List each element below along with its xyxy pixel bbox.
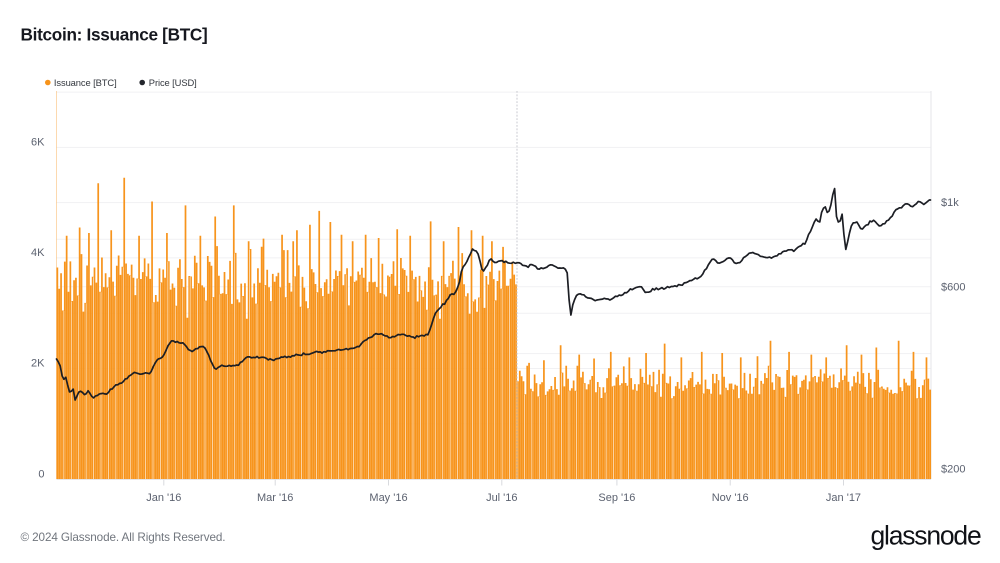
svg-text:glassnode: glassnode [870,520,980,550]
svg-text:© 2024 Glassnode. All Rights R: © 2024 Glassnode. All Rights Reserved. [21,531,226,544]
svg-text:May '16: May '16 [369,492,407,504]
svg-text:Bitcoin: Issuance [BTC]: Bitcoin: Issuance [BTC] [21,25,208,45]
svg-text:Sep '16: Sep '16 [598,492,635,504]
svg-text:$1k: $1k [941,197,959,209]
svg-text:Mar '16: Mar '16 [257,492,293,504]
svg-text:Price [USD]: Price [USD] [149,77,197,88]
svg-text:Nov '16: Nov '16 [712,492,749,504]
svg-text:$200: $200 [941,464,965,476]
svg-text:4K: 4K [31,247,45,259]
svg-text:0: 0 [38,468,44,480]
svg-text:2K: 2K [31,358,45,370]
svg-text:Jan '16: Jan '16 [146,492,181,504]
svg-text:6K: 6K [31,137,45,149]
svg-text:Jan '17: Jan '17 [826,492,861,504]
svg-text:$600: $600 [941,281,965,293]
svg-text:Jul '16: Jul '16 [486,492,517,504]
svg-text:Issuance [BTC]: Issuance [BTC] [54,77,117,88]
